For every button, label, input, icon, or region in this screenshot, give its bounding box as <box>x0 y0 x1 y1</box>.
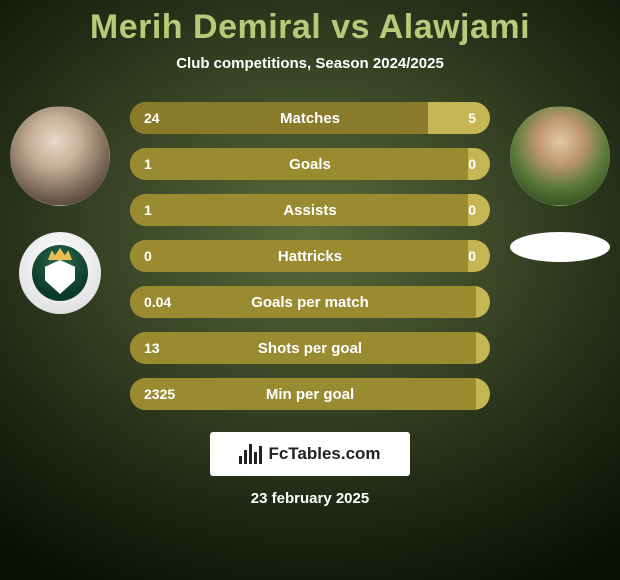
player-left-avatar <box>10 106 110 206</box>
stat-left-value: 2325 <box>144 386 175 402</box>
comparison-body: 245Matches10Goals10Assists00Hattricks0.0… <box>0 102 620 410</box>
stat-left-segment: 24 <box>130 102 428 134</box>
stat-left-segment: 0 <box>130 240 468 272</box>
stat-right-value: 5 <box>468 110 476 126</box>
stat-left-segment: 2325 <box>130 378 476 410</box>
stat-right-segment <box>476 378 490 410</box>
stat-left-value: 1 <box>144 156 152 172</box>
stat-left-value: 13 <box>144 340 160 356</box>
page-subtitle: Club competitions, Season 2024/2025 <box>176 55 444 72</box>
stat-left-segment: 0.04 <box>130 286 476 318</box>
stat-row: 0.04Goals per match <box>130 286 490 318</box>
stat-row: 10Goals <box>130 148 490 180</box>
stat-left-value: 24 <box>144 110 160 126</box>
stat-left-segment: 13 <box>130 332 476 364</box>
shield-icon <box>45 260 75 294</box>
site-logo-text: FcTables.com <box>268 444 380 464</box>
player-right-club-badge-placeholder <box>510 232 610 262</box>
stat-left-value: 1 <box>144 202 152 218</box>
stat-right-value: 0 <box>468 156 476 172</box>
stat-row: 245Matches <box>130 102 490 134</box>
stat-row: 00Hattricks <box>130 240 490 272</box>
stat-right-segment: 0 <box>468 240 490 272</box>
generated-date: 23 february 2025 <box>251 490 369 507</box>
stat-right-segment <box>476 332 490 364</box>
stat-left-segment: 1 <box>130 148 468 180</box>
left-column <box>0 102 120 314</box>
page-title: Merih Demiral vs Alawjami <box>90 8 530 47</box>
stat-right-segment: 5 <box>428 102 490 134</box>
stat-left-value: 0 <box>144 248 152 264</box>
stat-right-segment <box>476 286 490 318</box>
stat-left-segment: 1 <box>130 194 468 226</box>
stat-row: 13Shots per goal <box>130 332 490 364</box>
stat-row: 2325Min per goal <box>130 378 490 410</box>
right-column <box>500 102 620 262</box>
crown-icon <box>48 248 72 260</box>
site-logo: FcTables.com <box>210 432 410 476</box>
stat-right-value: 0 <box>468 248 476 264</box>
stats-list: 245Matches10Goals10Assists00Hattricks0.0… <box>120 102 500 410</box>
stat-right-value: 0 <box>468 202 476 218</box>
stat-right-segment: 0 <box>468 194 490 226</box>
stat-left-value: 0.04 <box>144 294 171 310</box>
player-left-club-badge <box>19 232 101 314</box>
stat-row: 10Assists <box>130 194 490 226</box>
bars-icon <box>239 444 262 464</box>
stat-right-segment: 0 <box>468 148 490 180</box>
player-right-avatar <box>510 106 610 206</box>
